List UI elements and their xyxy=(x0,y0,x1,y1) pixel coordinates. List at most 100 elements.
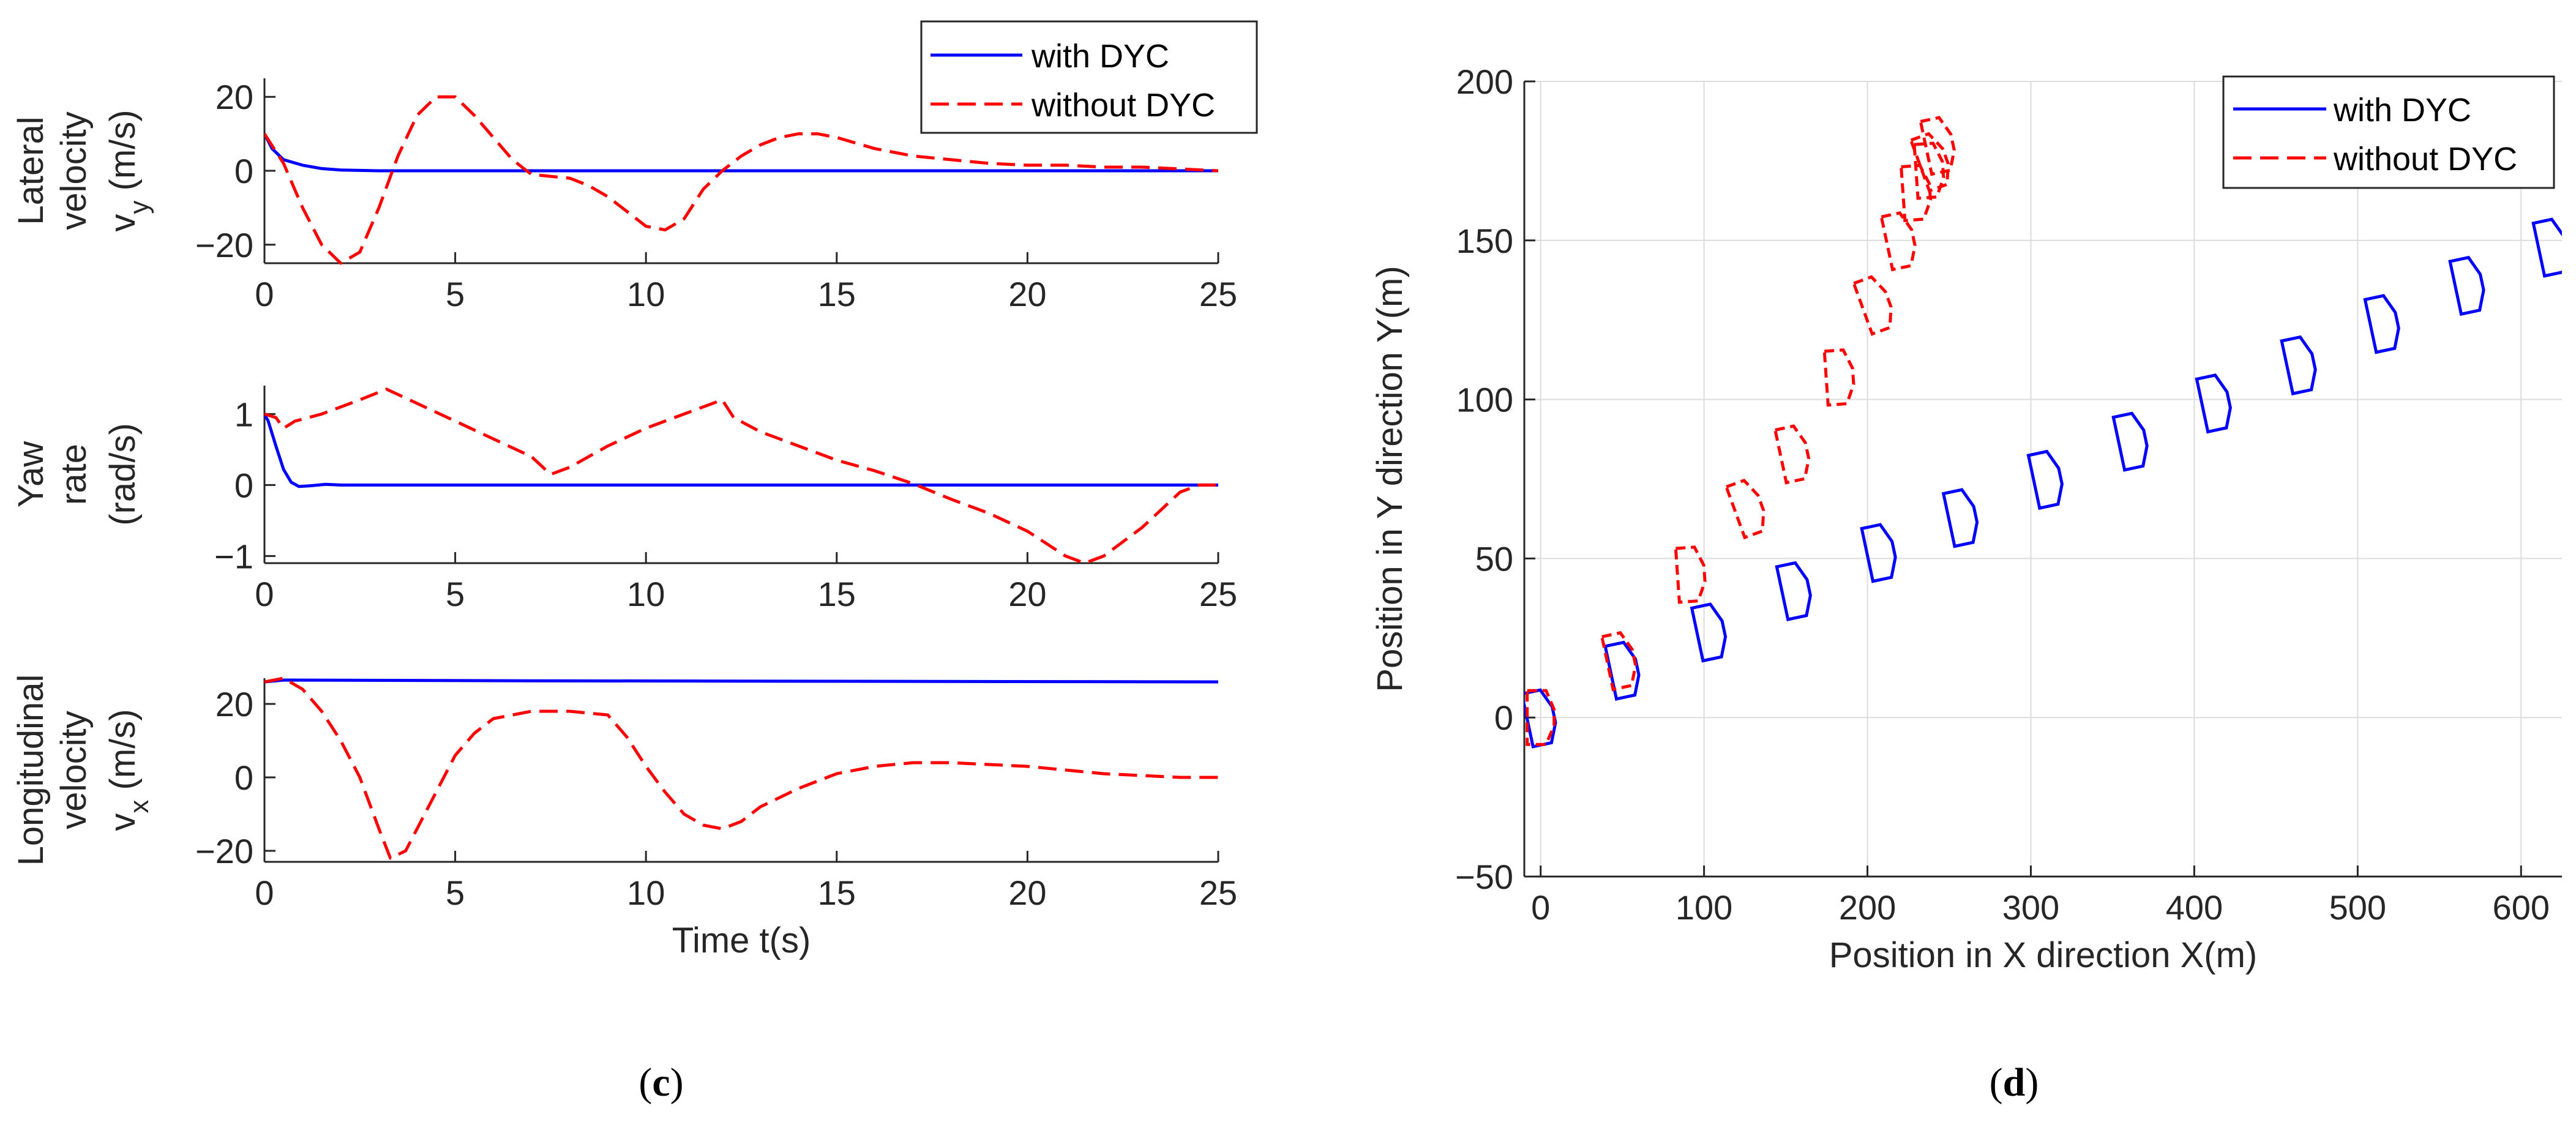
trajectory-vehicle-with-dyc xyxy=(1690,602,1728,663)
yaw-ytick-label: −1 xyxy=(214,537,253,575)
longitudinal-ylabel: Longitudinal velocity vx (m/s) xyxy=(11,675,154,866)
longitudinal-series-with-dyc xyxy=(264,678,1218,684)
trajectory-vehicle-with-dyc xyxy=(2363,294,2400,354)
trajectory-vehicle-without-dyc xyxy=(1773,424,1811,485)
yaw-ylabel-line3: (rad/s) xyxy=(103,423,143,526)
lateral-series-without-dyc xyxy=(264,95,1218,265)
trajectory-xtick-label: 500 xyxy=(2329,888,2386,927)
trajectory-xtick-label: 100 xyxy=(1676,888,1732,927)
trajectory-xlabel: Position in X direction X(m) xyxy=(1829,935,2257,975)
longitudinal-ylabel-line1: Longitudinal xyxy=(11,675,51,866)
longitudinal-xtick-label: 0 xyxy=(255,873,274,912)
longitudinal-xlabel: Time t(s) xyxy=(672,921,811,960)
trajectory-vehicle-with-dyc xyxy=(2111,411,2149,472)
caption-d: (d) xyxy=(1990,1060,2039,1105)
longitudinal-xtick-label: 5 xyxy=(446,873,465,912)
trajectory-xtick-label: 300 xyxy=(2002,888,2059,927)
trajectory-vehicle-without-dyc xyxy=(1879,211,1917,272)
lateral-ytick-label: 20 xyxy=(215,78,253,116)
panel-d-trajectory: 0 100 200 300 400 500 600 −50 0 50 100 150 200 Positi… xyxy=(1370,62,2562,975)
trajectory-vehicle-with-dyc xyxy=(2448,255,2485,316)
trajectory-ytick-label: 50 xyxy=(1475,539,1513,578)
trajectory-ytick-label: 0 xyxy=(1494,698,1513,737)
trajectory-vehicle-without-dyc xyxy=(1909,132,1950,193)
legend-d-without-label: without DYC xyxy=(2333,141,2517,178)
trajectory-vehicle-with-dyc xyxy=(1941,488,1979,548)
lateral-xtick-label: 10 xyxy=(627,275,665,313)
longitudinal-ylabel-line2: velocity xyxy=(54,711,94,829)
trajectory-vehicle-without-dyc xyxy=(1912,141,1945,200)
yaw-xtick-label: 0 xyxy=(255,575,274,613)
yaw-xtick-label: 25 xyxy=(1199,575,1237,613)
yaw-ytick-label: 0 xyxy=(234,466,253,504)
trajectory-vehicle-with-dyc xyxy=(1775,561,1812,621)
legend-d-box xyxy=(2222,75,2555,189)
lateral-ylabel-var: v xyxy=(103,214,143,232)
trajectory-vehicle-without-dyc xyxy=(1674,545,1707,604)
trajectory-ytick-label: 100 xyxy=(1456,381,1513,419)
longitudinal-ylabel-unit: (m/s) xyxy=(103,709,143,799)
lateral-ylabel: Lateral velocity vy (m/s) xyxy=(11,110,154,231)
longitudinal-xtick-label: 25 xyxy=(1199,873,1237,912)
yaw-ytick-label: 1 xyxy=(234,395,253,433)
yaw-ylabel: Yaw rate (rad/s) xyxy=(11,423,143,526)
longitudinal-xtick-label: 10 xyxy=(627,873,665,912)
lateral-xtick-label: 20 xyxy=(1008,275,1046,313)
trajectory-xtick-label: 600 xyxy=(2493,888,2550,927)
yaw-ylabel-line2: rate xyxy=(54,444,94,505)
lateral-series-with-dyc xyxy=(264,133,1218,173)
trajectory-ylabel: Position in Y direction Y(m) xyxy=(1370,266,1410,692)
legend-c: with DYC without DYC xyxy=(920,20,1258,134)
trajectory-vehicle-with-dyc xyxy=(1603,640,1641,701)
legend-c-without-label: without DYC xyxy=(1031,87,1215,124)
lateral-xtick-label: 25 xyxy=(1199,275,1237,313)
yaw-xtick-label: 10 xyxy=(627,575,665,613)
longitudinal-series-without-dyc xyxy=(264,676,1218,860)
lateral-ylabel-line2: velocity xyxy=(54,111,94,230)
legend-c-with-label: with DYC xyxy=(1031,38,1169,75)
lateral-xtick-label: 15 xyxy=(818,275,856,313)
yaw-series-without-dyc xyxy=(264,387,1218,565)
longitudinal-xtick-label: 20 xyxy=(1008,873,1046,912)
trajectory-vehicle-with-dyc xyxy=(2195,373,2232,434)
longitudinal-ytick-label: 0 xyxy=(234,758,253,797)
trajectory-vehicle-without-dyc xyxy=(1600,631,1638,692)
yaw-xtick-label: 20 xyxy=(1008,575,1046,613)
legend-c-box xyxy=(920,20,1258,134)
longitudinal-ylabel-var: v xyxy=(103,813,143,831)
lateral-ylabel-line1: Lateral xyxy=(11,116,51,225)
trajectory-vehicle-without-dyc xyxy=(1851,275,1893,336)
lateral-ytick-label: 0 xyxy=(234,152,253,190)
longitudinal-xtick-label: 15 xyxy=(818,873,856,912)
yaw-series-with-dyc xyxy=(264,413,1218,488)
yaw-ylabel-line1: Yaw xyxy=(11,441,51,508)
legend-d: with DYC without DYC xyxy=(2222,75,2555,189)
trajectory-vehicle-with-dyc xyxy=(2026,449,2064,511)
trajectory-ytick-label: 150 xyxy=(1456,222,1513,260)
longitudinal-ylabel-sub: x xyxy=(124,800,154,813)
trajectory-vehicle-without-dyc xyxy=(1822,348,1855,407)
lateral-ylabel-sub: y xyxy=(124,201,154,214)
trajectory-vehicle-with-dyc xyxy=(1860,523,1897,583)
trajectory-vehicle-with-dyc xyxy=(2280,335,2317,396)
legend-d-with-label: with DYC xyxy=(2333,92,2471,129)
trajectory-vehicle-with-dyc xyxy=(2531,217,2562,278)
trajectory-vehicle-without-dyc xyxy=(1724,478,1765,540)
trajectory-vehicle-without-dyc xyxy=(1899,163,1933,222)
trajectory-xtick-label: 400 xyxy=(2166,888,2223,927)
trajectory-vehicle-without-dyc xyxy=(1526,689,1556,746)
yaw-xtick-label: 15 xyxy=(818,575,856,613)
longitudinal-ytick-label: 20 xyxy=(215,685,253,724)
lateral-ylabel-unit: (m/s) xyxy=(103,110,143,200)
lateral-xtick-label: 5 xyxy=(446,275,465,313)
lateral-xtick-label: 0 xyxy=(255,275,274,313)
longitudinal-ylabel-line3: vx (m/s) xyxy=(103,709,154,831)
caption-c: (c) xyxy=(638,1060,683,1105)
longitudinal-ytick-label: −20 xyxy=(195,832,253,870)
trajectory-ytick-label: 200 xyxy=(1456,62,1513,101)
lateral-ytick-label: −20 xyxy=(195,226,253,264)
